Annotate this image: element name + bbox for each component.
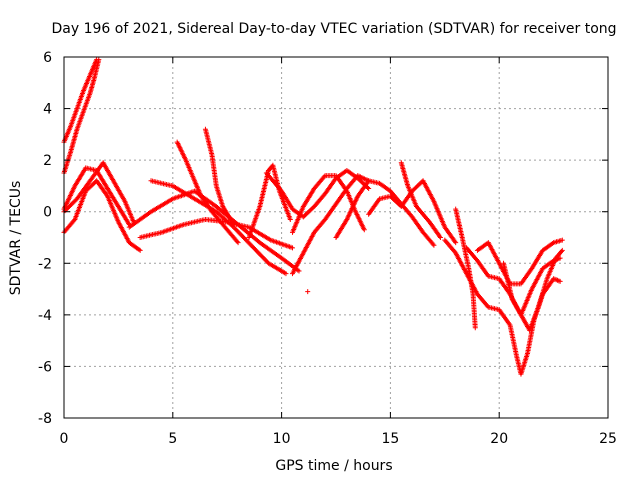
- series-track-03: [61, 165, 132, 228]
- data-point: [256, 250, 262, 256]
- y-tick-label: 0: [43, 205, 52, 221]
- data-point: [246, 240, 252, 246]
- data-point: [232, 225, 238, 231]
- data-point: [472, 325, 478, 331]
- data-point: [287, 216, 293, 222]
- data-point: [252, 247, 258, 253]
- series-track-14: [289, 173, 367, 235]
- y-tick-label: -8: [38, 411, 52, 427]
- data-point: [236, 230, 242, 236]
- data-point: [233, 226, 239, 232]
- y-tick-label: 4: [43, 102, 52, 118]
- series-track-21: [464, 245, 565, 333]
- y-axis-label: SDTVAR / TECUs: [8, 181, 24, 296]
- series-track-09: [174, 139, 241, 246]
- series-track-04: [61, 178, 143, 253]
- data-point: [557, 255, 563, 261]
- data-point: [255, 249, 261, 255]
- data-point: [235, 240, 241, 246]
- data-point: [296, 268, 302, 274]
- data-point: [249, 243, 255, 249]
- axis-ticks: 0 5 10 15 20 25 -8 -6 -4 -2 0 2 4 6: [38, 50, 617, 447]
- data-point: [557, 278, 563, 284]
- data-marks: [61, 57, 565, 377]
- y-tick-label: -4: [38, 308, 52, 324]
- data-point: [260, 255, 266, 261]
- data-point: [235, 229, 241, 235]
- x-tick-label: 10: [273, 431, 291, 447]
- data-point: [453, 240, 459, 246]
- data-point: [259, 254, 265, 260]
- data-point: [238, 232, 244, 238]
- y-tick-label: 2: [43, 153, 52, 169]
- plot-frame: [63, 56, 609, 419]
- data-point: [258, 252, 264, 258]
- data-point: [361, 227, 367, 233]
- data-point: [137, 247, 143, 253]
- data-point: [250, 244, 256, 250]
- data-point: [305, 289, 311, 295]
- series-track-11: [246, 162, 293, 240]
- data-point: [243, 237, 249, 243]
- data-point: [431, 242, 437, 248]
- x-tick-label: 0: [60, 431, 69, 447]
- data-point: [558, 248, 564, 254]
- y-tick-label: 6: [43, 50, 52, 66]
- data-point: [289, 245, 295, 251]
- data-point: [251, 246, 257, 252]
- data-point: [247, 241, 253, 247]
- x-tick-label: 15: [381, 431, 399, 447]
- data-point: [559, 247, 565, 253]
- data-point: [366, 186, 372, 192]
- data-point: [242, 235, 248, 241]
- series-track-15: [305, 289, 311, 295]
- series-track-12: [263, 167, 372, 220]
- data-point: [244, 238, 250, 244]
- y-tick-label: -6: [38, 359, 52, 375]
- data-point: [248, 242, 254, 248]
- data-point: [559, 237, 565, 243]
- chart-title: Day 196 of 2021, Sidereal Day-to-day VTE…: [51, 21, 616, 37]
- data-point: [257, 251, 263, 257]
- data-point: [261, 256, 267, 262]
- data-point: [96, 57, 102, 63]
- x-tick-label: 20: [490, 431, 508, 447]
- data-point: [283, 271, 289, 277]
- x-axis-label: GPS time / hours: [275, 458, 392, 474]
- series-track-13: [289, 173, 372, 277]
- series-track-02: [61, 57, 102, 176]
- series-track-23: [501, 255, 563, 318]
- data-point: [231, 222, 237, 228]
- data-point: [262, 257, 268, 263]
- x-tick-label: 5: [168, 431, 177, 447]
- y-tick-label: -2: [38, 256, 52, 272]
- data-point: [437, 235, 443, 240]
- data-point: [234, 228, 240, 234]
- data-point: [239, 233, 245, 239]
- series-track-05: [61, 160, 137, 225]
- x-tick-label: 25: [599, 431, 617, 447]
- data-point: [254, 248, 260, 254]
- data-point: [241, 234, 247, 240]
- series-track-10: [202, 126, 237, 228]
- series-track-18: [398, 160, 443, 240]
- data-point: [245, 239, 251, 245]
- data-point: [263, 258, 269, 264]
- data-point: [237, 231, 243, 237]
